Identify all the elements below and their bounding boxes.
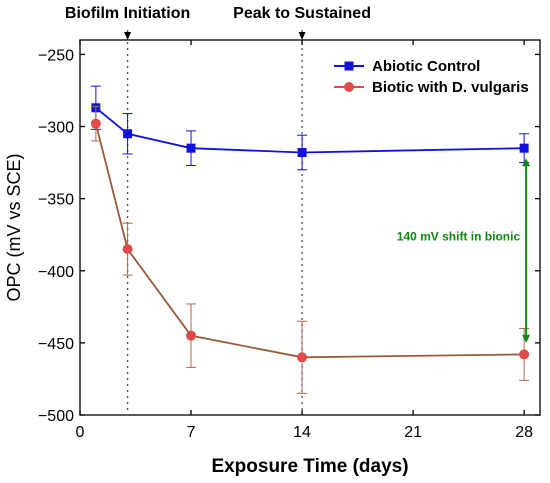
legend: Abiotic Control Biotic with D. vulgaris bbox=[334, 58, 529, 96]
shift-arrowhead-up bbox=[522, 158, 531, 167]
vline-label: Biofilm Initiation bbox=[65, 5, 190, 22]
y-tick-label: −450 bbox=[38, 336, 74, 353]
shift-annotation: 140 mV shift in bionic bbox=[397, 158, 531, 343]
y-tick-label: −350 bbox=[38, 192, 74, 209]
shift-arrowhead-down bbox=[522, 334, 531, 343]
data-point-square bbox=[297, 148, 307, 157]
y-tick-label: −300 bbox=[38, 120, 74, 137]
plot-area-border bbox=[79, 39, 541, 416]
vline-label: Peak to Sustained bbox=[233, 5, 371, 22]
y-tick-label: −500 bbox=[38, 408, 74, 425]
vline-arrowhead bbox=[298, 32, 306, 40]
x-axis-title: Exposure Time (days) bbox=[211, 456, 408, 477]
y-tick-label: −250 bbox=[38, 47, 74, 64]
data-point-circle bbox=[297, 352, 308, 363]
x-tick-label: 28 bbox=[515, 424, 533, 441]
data-point-square bbox=[519, 143, 529, 153]
vline-arrowhead bbox=[124, 32, 132, 40]
data-point-square bbox=[123, 129, 133, 139]
legend-entry: Abiotic Control bbox=[334, 58, 480, 75]
legend-entry: Biotic with D. vulgaris bbox=[334, 79, 529, 96]
legend-marker-circle bbox=[344, 82, 354, 92]
series-group bbox=[90, 105, 530, 394]
y-tick-label: −400 bbox=[38, 264, 74, 281]
vline-annotations: Biofilm Initiation Peak to Sustained bbox=[65, 5, 371, 415]
data-point-circle bbox=[519, 349, 530, 360]
x-tick-label: 14 bbox=[293, 424, 311, 441]
plot-frame bbox=[79, 39, 541, 416]
axes: 0 7 14 21 28 −250 −300 −350 −400 −450 −500 bbox=[38, 40, 540, 441]
series bbox=[90, 85, 530, 394]
series-line bbox=[95, 107, 525, 154]
data-point-circle bbox=[186, 330, 197, 341]
x-tick-label: 0 bbox=[76, 424, 85, 441]
data-point-circle bbox=[122, 244, 133, 255]
legend-marker-square bbox=[344, 61, 354, 71]
legend-label: Biotic with D. vulgaris bbox=[372, 79, 529, 96]
x-tick-label: 21 bbox=[404, 424, 422, 441]
x-tick-label: 7 bbox=[187, 424, 196, 441]
data-point-square bbox=[186, 143, 196, 153]
data-point-circle bbox=[90, 118, 101, 129]
legend-label: Abiotic Control bbox=[372, 58, 480, 75]
series-group bbox=[90, 85, 530, 171]
y-axis-title: OPC (mV vs SCE) bbox=[4, 153, 24, 301]
shift-label: 140 mV shift in bionic bbox=[397, 230, 521, 244]
